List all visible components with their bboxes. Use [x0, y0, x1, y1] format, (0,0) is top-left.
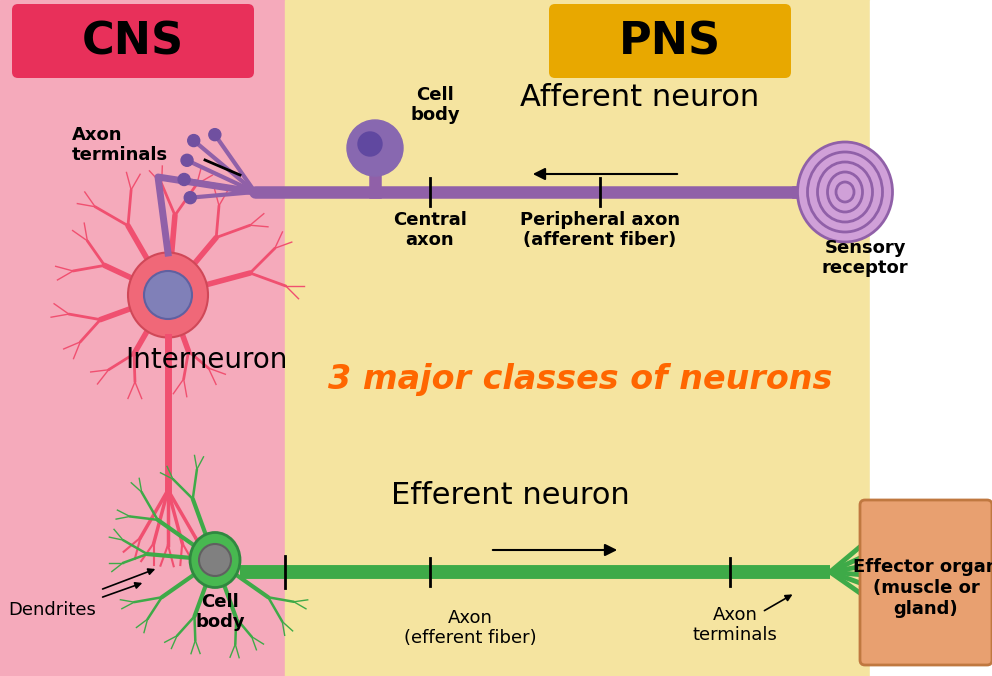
Circle shape: [358, 132, 382, 156]
Text: Cell
body: Cell body: [410, 86, 460, 124]
Text: Efferent neuron: Efferent neuron: [391, 481, 629, 510]
Circle shape: [181, 154, 193, 166]
Text: Axon
terminals: Axon terminals: [72, 126, 168, 164]
Text: PNS: PNS: [619, 20, 721, 64]
Bar: [285, 0, 870, 676]
Text: CNS: CNS: [82, 20, 185, 64]
FancyBboxPatch shape: [860, 500, 992, 665]
Text: Cell
body: Cell body: [195, 593, 245, 631]
Text: Axon
terminals: Axon terminals: [692, 606, 778, 644]
Circle shape: [209, 128, 221, 141]
Text: Peripheral axon
(afferent fiber): Peripheral axon (afferent fiber): [520, 211, 681, 249]
Text: Dendrites: Dendrites: [8, 601, 96, 619]
Ellipse shape: [190, 533, 240, 587]
Circle shape: [179, 174, 190, 185]
Ellipse shape: [798, 142, 893, 242]
FancyBboxPatch shape: [549, 4, 791, 78]
Text: Sensory
receptor: Sensory receptor: [821, 239, 909, 277]
Text: Interneuron: Interneuron: [125, 346, 288, 374]
Circle shape: [185, 192, 196, 203]
Ellipse shape: [128, 253, 208, 337]
Text: Effector organ
(muscle or
gland): Effector organ (muscle or gland): [853, 558, 992, 618]
Text: Central
axon: Central axon: [393, 211, 467, 249]
FancyBboxPatch shape: [12, 4, 254, 78]
Text: 3 major classes of neurons: 3 major classes of neurons: [327, 364, 832, 397]
Text: Afferent neuron: Afferent neuron: [521, 84, 760, 112]
Text: Axon
(efferent fiber): Axon (efferent fiber): [404, 608, 537, 648]
Circle shape: [187, 135, 199, 147]
Circle shape: [144, 271, 192, 319]
Circle shape: [347, 120, 403, 176]
Bar: [0, 0, 285, 676]
Circle shape: [199, 544, 231, 576]
Bar: [870, 0, 992, 676]
